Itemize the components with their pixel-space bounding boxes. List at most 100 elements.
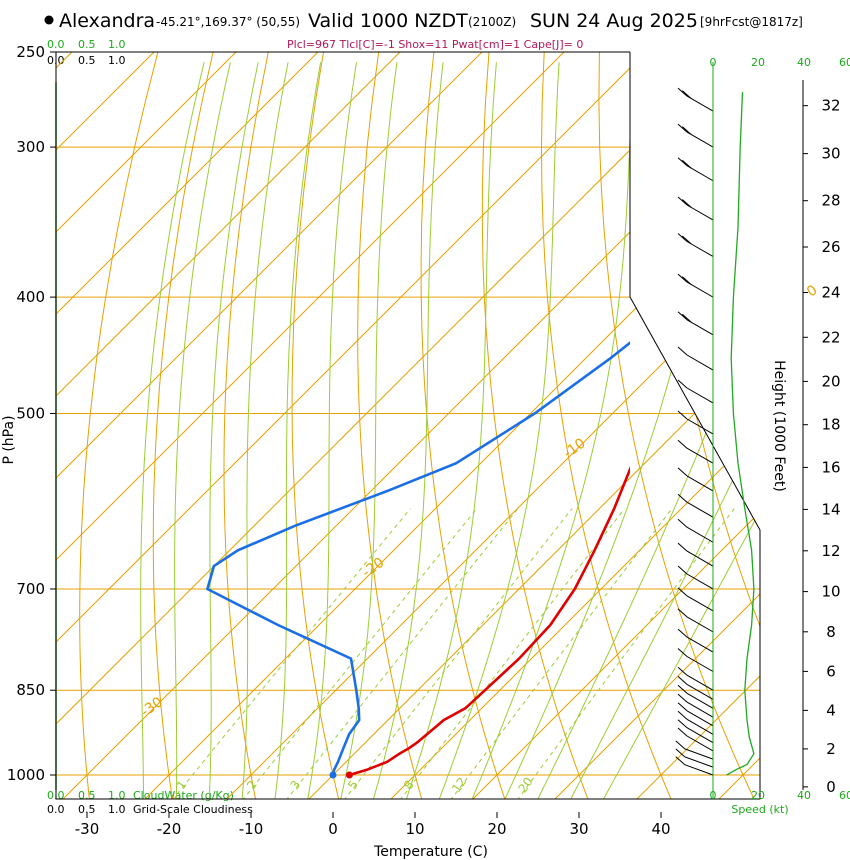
wind-barb-staff (686, 636, 714, 653)
wind-barb (677, 710, 714, 735)
isotherm-30 (554, 52, 760, 799)
wind-barb-feather (677, 710, 688, 720)
dry-adiabat--30 (79, 52, 159, 799)
wind-barb-staff (684, 764, 714, 776)
cloudwater-scale-top-0: 0.0 (47, 38, 65, 51)
wind-barb-feather (677, 493, 688, 503)
moist-adiabat--8 (241, 62, 289, 799)
pressure-tick-label: 700 (16, 580, 45, 598)
isotherm--20 (144, 52, 760, 799)
moist-adiabat--4 (274, 62, 322, 799)
isotherm-20 (472, 52, 760, 799)
wind-barb-staff (686, 710, 714, 727)
isotherm--40 (56, 52, 729, 799)
wind-barb-staff (686, 674, 714, 691)
wind-barb-feather (677, 123, 688, 133)
isotherm-label: -20 (359, 555, 387, 581)
speed-scale-bottom-60: 60 (839, 789, 850, 802)
height-tick-label: 0 (826, 778, 836, 796)
forecast-info: [9hrFcst@1817z] (700, 15, 803, 29)
wind-barb (677, 719, 714, 744)
height-tick-label: 26 (821, 238, 840, 256)
dewpoint-line (205, 341, 630, 776)
temperature-tick-label: 10 (405, 820, 424, 838)
height-tick-label: 22 (821, 328, 840, 346)
wind-barb-feather (677, 467, 688, 477)
wind-barb-feather (677, 648, 688, 657)
height-tick-label: 24 (821, 284, 840, 302)
temperature-ticks: -30 -20 -10 0 10 20 30 40 (75, 812, 671, 838)
wind-barb (675, 740, 714, 760)
wind-barb-feather (677, 565, 688, 575)
height-tick-label: 12 (821, 542, 840, 560)
temperature-tick-label: -30 (75, 820, 100, 838)
pressure-tick-label: 500 (16, 405, 45, 423)
wind-barb-feather (675, 748, 686, 758)
wind-barb-feather (677, 273, 688, 283)
dry-adiabat-30 (481, 52, 589, 799)
wind-barb (677, 628, 714, 653)
cloudiness-scale-bottom-0: 0.0 (47, 803, 65, 816)
mixing-ratio-2 (241, 508, 478, 799)
wind-barb-staff (686, 354, 714, 371)
temperature-line (349, 465, 630, 777)
wind-barb (677, 311, 714, 336)
wind-barb-feather (681, 126, 692, 135)
temperature-tick-label: 30 (569, 820, 588, 838)
cloudiness-scale-bottom-2: 1.0 (108, 803, 126, 816)
pressure-tick-label: 250 (16, 43, 45, 61)
height-tick-label: 28 (821, 192, 840, 210)
wind-barb-feather (681, 276, 692, 285)
isotherm-0 (308, 52, 760, 799)
isotherm--100 (56, 52, 237, 799)
mixing-ratio-label: 3 (287, 778, 303, 792)
height-axis-label: Height (1000 Feet) (771, 360, 787, 492)
wind-barb-staff (686, 281, 714, 298)
wind-barb-feather (681, 313, 692, 323)
wind-barb-staff (686, 131, 714, 148)
moist-adiabat-20 (471, 62, 634, 799)
wind-barb-feather (677, 587, 688, 597)
temperature-tick-label: 40 (651, 820, 670, 838)
wind-barb (677, 410, 714, 435)
wind-barb (677, 379, 714, 404)
moist-adiabat-12 (405, 62, 497, 799)
isotherm--90 (56, 52, 319, 799)
wind-barb-feather (677, 693, 688, 703)
utc-time: (2100Z) (468, 15, 516, 29)
wind-barb-feather (681, 90, 692, 99)
wind-barb-staff (686, 501, 714, 518)
wind-barb-feather (677, 666, 688, 676)
wind-barb-staff (686, 418, 714, 435)
dry-adiabat-10 (357, 52, 423, 799)
wind-barb-staff (684, 756, 714, 768)
speed-scale-bottom-0: 0 (710, 789, 717, 802)
moist-adiabat-32 (569, 62, 760, 799)
wind-barb-feather (677, 196, 688, 206)
background-lines (56, 52, 760, 799)
mixing-ratio-8 (399, 508, 625, 799)
wind-barb-staff (686, 656, 714, 672)
isotherm-labels: 100-10-20-300102030 (138, 282, 820, 720)
mixing-ratio-label: 5 (345, 778, 361, 792)
cloudiness-label: Grid-Scale Cloudiness (133, 803, 253, 816)
moist-adiabat--20 (140, 62, 205, 799)
temperature-tick-label: 20 (487, 820, 506, 838)
moist-adiabat-8 (372, 62, 444, 799)
mixing-ratio-3 (285, 508, 519, 799)
wind-barb-feather (677, 439, 688, 449)
speed-scale-top-20: 20 (751, 56, 765, 69)
speed-scale-top-40: 40 (797, 56, 811, 69)
isotherm-40 (636, 52, 760, 799)
cloudwater-scale-bottom-2: 1.0 (108, 789, 126, 802)
valid-time: Valid 1000 NZDT (308, 10, 468, 32)
wind-barb (677, 666, 714, 691)
cloudiness-scale-bottom-1: 0.5 (78, 803, 96, 816)
mixing-ratio-1 (171, 508, 411, 799)
moist-adiabat-24 (503, 62, 720, 799)
cloudiness-scale-top-2: 1.0 (108, 54, 126, 67)
wind-barb-feather (677, 542, 688, 552)
mixing-ratio-5 (343, 508, 573, 799)
cloudiness-scale-top-1: 0.5 (78, 54, 96, 67)
